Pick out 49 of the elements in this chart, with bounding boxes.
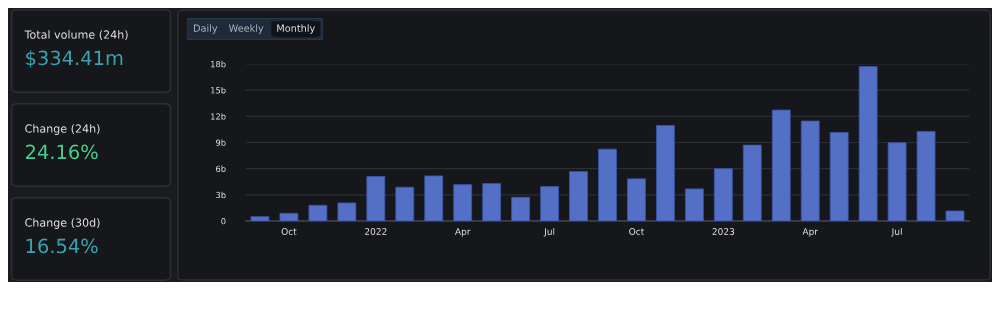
text: $334.41m [26, 50, 123, 68]
bar [511, 196, 531, 221]
bar [713, 168, 733, 221]
bar [858, 66, 878, 221]
bar [279, 212, 299, 221]
text: Total volume (24h) [24, 30, 128, 41]
bar [742, 144, 762, 221]
y-tick-label: 18b [211, 60, 226, 68]
x-tick-label: 2023 [712, 228, 735, 235]
y-tick-label: 0 [221, 217, 226, 225]
bar [887, 142, 907, 221]
x-tick-label: Oct [281, 228, 297, 235]
bar [395, 186, 415, 221]
bar [916, 131, 936, 221]
bar [424, 175, 444, 221]
x-tick-label: Apr [802, 228, 819, 237]
text: Change (30d) [25, 218, 100, 229]
x-tick-label: Jul [543, 227, 555, 237]
bar [627, 178, 646, 221]
y-tick-label: 12b [211, 113, 226, 120]
bar [337, 202, 357, 221]
text: 16.54% [26, 238, 98, 254]
bar [684, 188, 704, 221]
bar [771, 109, 791, 221]
bar [829, 132, 849, 221]
bar [540, 186, 559, 221]
text: Change (24h) [25, 124, 100, 135]
x-tick-label: Jul [891, 227, 902, 237]
bar [366, 176, 386, 221]
bar [656, 124, 675, 221]
bar [308, 204, 328, 221]
bar [569, 171, 588, 221]
y-tick-label: 3b [216, 191, 226, 199]
y-tick-label: 9b [215, 139, 226, 146]
bar [800, 120, 820, 221]
text: Monthly [277, 24, 315, 34]
text: 24.16% [26, 144, 98, 160]
text: Weekly [228, 24, 264, 34]
bar [482, 183, 502, 221]
bar [250, 216, 270, 221]
x-tick-label: 2022 [364, 228, 387, 235]
bar [453, 184, 473, 221]
x-tick-label: Apr [454, 228, 471, 237]
bar [945, 210, 965, 221]
y-tick-label: 15b [211, 87, 226, 94]
text: Daily [194, 24, 218, 34]
bar [598, 148, 617, 221]
x-tick-label: Oct [629, 228, 645, 235]
y-tick-label: 6b [216, 165, 226, 172]
